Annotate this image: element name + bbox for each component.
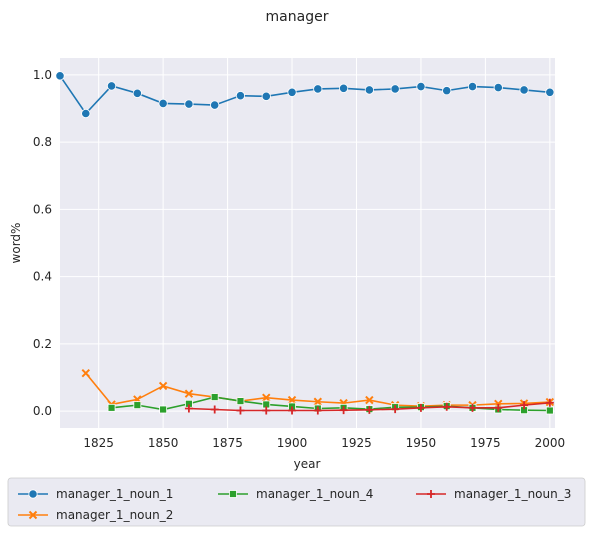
data-point — [365, 395, 374, 405]
data-point — [545, 87, 555, 97]
plot-area — [60, 58, 555, 428]
x-tick-label: 1900 — [277, 436, 308, 450]
data-point — [184, 389, 194, 398]
data-point — [313, 406, 322, 415]
data-point — [210, 405, 219, 414]
y-axis-ticks: 0.0 0.2 0.4 0.6 0.8 1.0 — [33, 68, 52, 418]
gridlines — [60, 58, 555, 428]
data-point — [235, 91, 246, 101]
y-tick-label: 0.2 — [33, 337, 52, 351]
legend-swatch-marker — [427, 490, 435, 498]
legend-label: manager_1_noun_4 — [256, 487, 373, 501]
y-tick-label: 0.6 — [33, 202, 52, 216]
x-axis-label: year — [294, 457, 321, 471]
y-axis-label: word% — [9, 223, 23, 264]
data-point — [520, 401, 529, 410]
data-point — [184, 404, 193, 413]
legend: manager_1_noun_1 manager_1_noun_2 manager_… — [7, 477, 586, 527]
data-point — [236, 397, 245, 405]
legend-entry: manager_1_noun_2 — [18, 508, 173, 522]
series-manager_1_noun_3 — [184, 398, 554, 415]
data-point — [467, 81, 478, 92]
series-manager_1_noun_1 — [55, 71, 555, 119]
y-tick-label: 0.8 — [33, 135, 52, 149]
legend-frame — [7, 477, 586, 527]
data-point — [106, 81, 117, 91]
data-point — [416, 81, 426, 92]
data-point — [81, 108, 91, 119]
data-point — [364, 85, 374, 95]
data-point — [133, 401, 142, 410]
y-tick-label: 0.0 — [33, 404, 52, 418]
legend-swatch-marker — [229, 490, 237, 498]
data-point — [519, 85, 529, 95]
y-tick-label: 0.4 — [33, 270, 52, 284]
data-point — [313, 397, 323, 406]
legend-swatch-marker — [28, 510, 38, 520]
data-point — [313, 84, 323, 94]
data-point — [132, 88, 142, 98]
legend-label: manager_1_noun_3 — [454, 487, 571, 501]
data-point — [184, 99, 194, 109]
data-point — [288, 406, 297, 415]
data-point — [493, 83, 503, 93]
legend-entry: manager_1_noun_3 — [416, 487, 571, 501]
data-point — [365, 405, 374, 414]
data-point — [55, 71, 65, 81]
legend-label: manager_1_noun_2 — [56, 508, 173, 522]
x-tick-label: 1875 — [212, 436, 243, 450]
x-tick-label: 1950 — [406, 436, 437, 450]
data-point — [416, 403, 425, 412]
data-point — [81, 368, 90, 378]
data-point — [159, 405, 168, 414]
data-point — [545, 406, 554, 415]
x-tick-label: 1825 — [83, 436, 114, 450]
data-point — [390, 84, 400, 94]
data-point — [391, 405, 400, 414]
data-point — [442, 86, 452, 96]
data-point — [210, 100, 220, 110]
data-point — [107, 403, 116, 412]
data-point — [287, 395, 297, 405]
data-point — [262, 406, 271, 415]
legend-entry: manager_1_noun_1 — [18, 487, 173, 501]
y-tick-label: 1.0 — [33, 68, 52, 82]
data-point — [158, 381, 168, 391]
data-point — [545, 398, 554, 407]
data-point — [210, 393, 219, 401]
x-tick-label: 1850 — [148, 436, 179, 450]
data-point — [236, 406, 245, 415]
x-tick-label: 1975 — [470, 436, 501, 450]
legend-swatch-marker — [28, 489, 38, 499]
data-point — [468, 403, 477, 412]
legend-entry: manager_1_noun_4 — [218, 487, 373, 501]
x-axis-ticks: 1825 1850 1875 1900 1925 1950 1975 2000 — [83, 436, 565, 450]
data-point — [158, 98, 168, 109]
data-point — [262, 393, 271, 402]
legend-label: manager_1_noun_1 — [56, 487, 173, 501]
data-point — [494, 403, 503, 412]
series-layer — [55, 71, 555, 415]
data-point — [339, 406, 348, 415]
data-point — [442, 402, 451, 411]
data-point — [287, 87, 297, 97]
data-point — [338, 83, 349, 93]
data-point — [261, 91, 271, 101]
x-tick-label: 1925 — [341, 436, 372, 450]
x-tick-label: 2000 — [535, 436, 566, 450]
chart-title: manager — [266, 9, 329, 25]
